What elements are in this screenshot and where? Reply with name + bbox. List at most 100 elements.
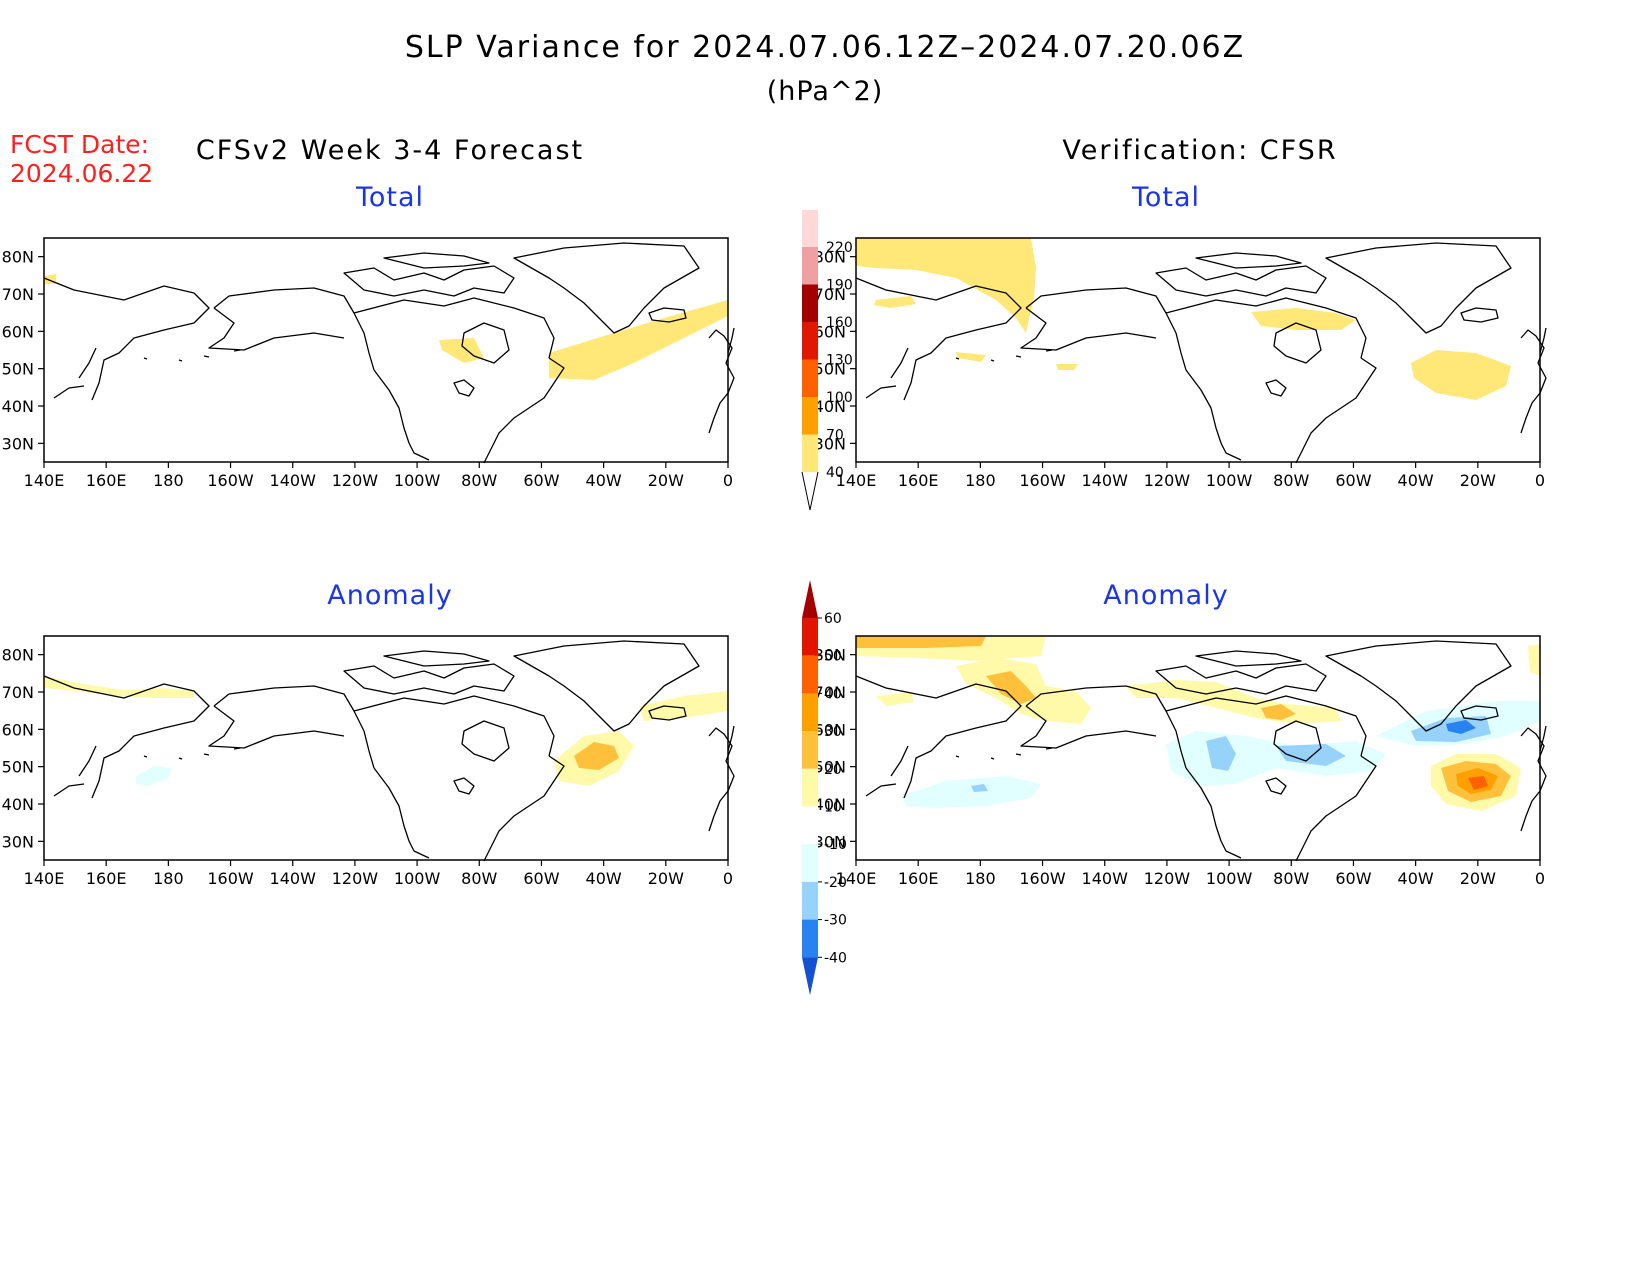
colorbar-label: 160 xyxy=(826,315,853,331)
lat-tick-label: 60N xyxy=(2,720,34,739)
lat-tick-label: 80N xyxy=(814,248,846,267)
lon-axis-fcst-anomaly: 140E 160E 180 160W 140W 120W 100W 80W 60W 40W 20W 0 xyxy=(24,860,733,888)
lon-tick-label: 40W xyxy=(1398,869,1434,888)
colorbar-label: 60 xyxy=(824,611,842,627)
lat-tick-label: 50N xyxy=(814,360,846,379)
field-verif-anom-ne-corner xyxy=(1528,644,1540,676)
lon-tick-label: 120W xyxy=(1144,471,1191,490)
colorbar-segment xyxy=(802,322,818,360)
map-panel-verif-anomaly: 80N 70N 60N 50N 40N 30N 140E 160E 180 160W 140W 12… xyxy=(814,635,1547,888)
lat-tick-label: 70N xyxy=(2,683,34,702)
colorbar-total-segments xyxy=(801,210,819,511)
lon-tick-label: 0 xyxy=(723,869,733,888)
field-verif-anom-north-strip-core xyxy=(856,636,986,648)
lat-tick-label: 80N xyxy=(2,248,34,267)
lon-tick-label: 160E xyxy=(86,471,127,490)
map-frame xyxy=(855,237,1541,463)
colorbar-segment xyxy=(802,844,818,882)
lon-tick-label: 140E xyxy=(24,471,65,490)
colorbar-anomaly-labels: 60 50 40 30 20 10 -10 -20 -30 -40 xyxy=(818,611,847,966)
lat-axis-verif-total: 80N 70N 60N 50N 40N 30N xyxy=(814,248,856,453)
panel-title-fcst-total: Total xyxy=(355,182,425,213)
lon-tick-label: 100W xyxy=(1206,869,1253,888)
lat-tick-label: 80N xyxy=(814,646,846,665)
lon-tick-label: 0 xyxy=(1535,471,1545,490)
panel-title-verif-anomaly: Anomaly xyxy=(1103,580,1229,611)
right-column-header: Verification: CFSR xyxy=(1062,135,1338,166)
colorbar-label: -20 xyxy=(824,875,847,891)
lon-tick-label: 160W xyxy=(207,471,254,490)
colorbar-label: 70 xyxy=(826,428,844,444)
lon-tick-label: 160E xyxy=(898,471,939,490)
colorbar-segment xyxy=(802,693,818,732)
map-frame xyxy=(43,635,729,861)
field-verif-anom-pac-neg-core xyxy=(971,784,988,792)
lon-tick-label: 140E xyxy=(24,869,65,888)
lon-tick-label: 40W xyxy=(586,471,622,490)
field-fcst-anom-greenland xyxy=(639,691,728,721)
lat-tick-label: 60N xyxy=(814,720,846,739)
lon-tick-label: 140E xyxy=(836,869,877,888)
colorbar-label: 40 xyxy=(824,686,842,702)
fcst-label: FCST Date: xyxy=(10,130,150,159)
lat-tick-label: 60N xyxy=(2,322,34,341)
fcst-date-label: FCST Date: 2024.06.22 xyxy=(10,130,153,188)
lon-tick-label: 0 xyxy=(723,471,733,490)
field-verif-total-bering xyxy=(856,238,1036,333)
colorbar-segment xyxy=(802,881,818,920)
colorbar-segment xyxy=(802,284,818,322)
lon-tick-label: 140E xyxy=(836,471,877,490)
lon-tick-label: 80W xyxy=(461,471,497,490)
field-fcst-total-north-atlantic xyxy=(549,300,728,380)
lat-tick-label: 30N xyxy=(2,832,34,851)
lon-tick-label: 40W xyxy=(586,869,622,888)
lon-tick-label: 60W xyxy=(523,869,559,888)
colorbar-anomaly-segments xyxy=(802,580,818,996)
map-frame xyxy=(855,635,1541,861)
fcst-date: 2024.06.22 xyxy=(10,159,154,188)
lon-tick-label: 60W xyxy=(1335,471,1371,490)
lat-tick-label: 70N xyxy=(2,285,34,304)
colorbar-anomaly: 60 50 40 30 20 10 -10 -20 -30 -40 xyxy=(802,580,847,996)
colorbar-label: 40 xyxy=(826,465,844,481)
field-verif-total-hudson xyxy=(1251,308,1356,330)
colorbar-segment xyxy=(802,247,818,285)
lon-tick-label: 20W xyxy=(1460,471,1496,490)
colorbar-segment xyxy=(802,768,818,807)
lon-tick-label: 80W xyxy=(1273,869,1309,888)
panel-title-fcst-anomaly: Anomaly xyxy=(327,580,453,611)
lon-tick-label: 120W xyxy=(1144,869,1191,888)
lat-axis-fcst-anomaly: 80N 70N 60N 50N 40N 30N xyxy=(2,646,44,851)
lon-tick-label: 60W xyxy=(523,471,559,490)
lon-tick-label: 160E xyxy=(86,869,127,888)
colorbar-segment xyxy=(802,731,818,769)
lat-tick-label: 50N xyxy=(2,360,34,379)
chart-title: SLP Variance for 2024.07.06.12Z–2024.07.… xyxy=(404,30,1246,65)
colorbar-segment xyxy=(802,210,818,247)
colorbar-segment xyxy=(802,806,818,845)
lon-tick-label: 120W xyxy=(332,471,379,490)
lon-tick-label: 80W xyxy=(1273,471,1309,490)
colorbar-label: -40 xyxy=(824,950,847,966)
lon-tick-label: 80W xyxy=(461,869,497,888)
lon-tick-label: 160W xyxy=(1019,869,1066,888)
left-column-header: CFSv2 Week 3-4 Forecast xyxy=(195,135,585,166)
lat-tick-label: 30N xyxy=(814,832,846,851)
field-verif-anom-bering-core xyxy=(986,671,1036,704)
field-verif-anom-atl-pos4 xyxy=(1468,776,1488,790)
map-panel-fcst-anomaly: 80N 70N 60N 50N 40N 30N 140E 160E 180 160W 140W 12… xyxy=(2,635,735,888)
colorbar-segment xyxy=(802,919,818,958)
colorbar-segment xyxy=(802,397,818,435)
lat-axis-fcst-total: 80N 70N 60N 50N 40N 30N xyxy=(2,248,44,453)
colorbar-label: -10 xyxy=(824,837,847,853)
field-fcst-anom-arctic xyxy=(44,676,194,698)
lon-tick-label: 160W xyxy=(207,869,254,888)
lon-tick-label: 20W xyxy=(648,471,684,490)
field-fcst-anom-pacific-neg xyxy=(136,766,172,786)
lat-tick-label: 50N xyxy=(2,758,34,777)
field-verif-anom-greenland-neg-deep xyxy=(1446,720,1476,734)
lon-tick-label: 100W xyxy=(394,869,441,888)
lon-tick-label: 0 xyxy=(1535,869,1545,888)
lat-tick-label: 40N xyxy=(2,795,34,814)
field-verif-total-atlantic xyxy=(1411,350,1511,400)
